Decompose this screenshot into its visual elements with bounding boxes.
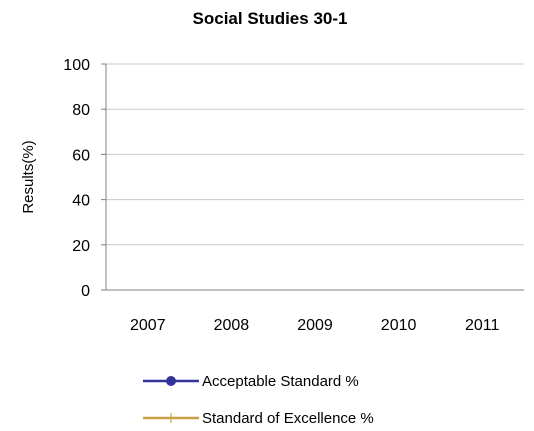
gridlines [106,63,524,246]
y-tick-label: 60 [72,147,90,164]
legend-item: Acceptable Standard % [143,373,359,390]
legend-item: Standard of Excellence % [143,410,374,427]
x-tick-label: 2007 [130,317,166,334]
x-tick-label: 2008 [214,317,250,334]
x-axis-ticks: 2007 2008 2009 2010 2011 [130,317,500,334]
y-tick-label: 100 [63,57,90,74]
y-tick-label: 80 [72,102,90,119]
y-tick-label: 20 [72,238,90,255]
y-axis-label: Results(%) [20,140,37,213]
chart-title: Social Studies 30-1 [193,9,348,28]
legend-label: Standard of Excellence % [202,410,374,427]
y-axis-ticks: 0 20 40 60 80 100 [63,57,90,300]
axes [101,63,524,291]
legend: Acceptable Standard % Standard of Excelle… [143,373,374,427]
y-tick-label: 40 [72,193,90,210]
legend-label: Acceptable Standard % [202,373,359,390]
y-tick-label: 0 [81,283,90,300]
x-tick-label: 2010 [381,317,417,334]
x-tick-label: 2011 [465,317,500,334]
legend-marker-circle [166,376,176,386]
x-tick-label: 2009 [297,317,333,334]
